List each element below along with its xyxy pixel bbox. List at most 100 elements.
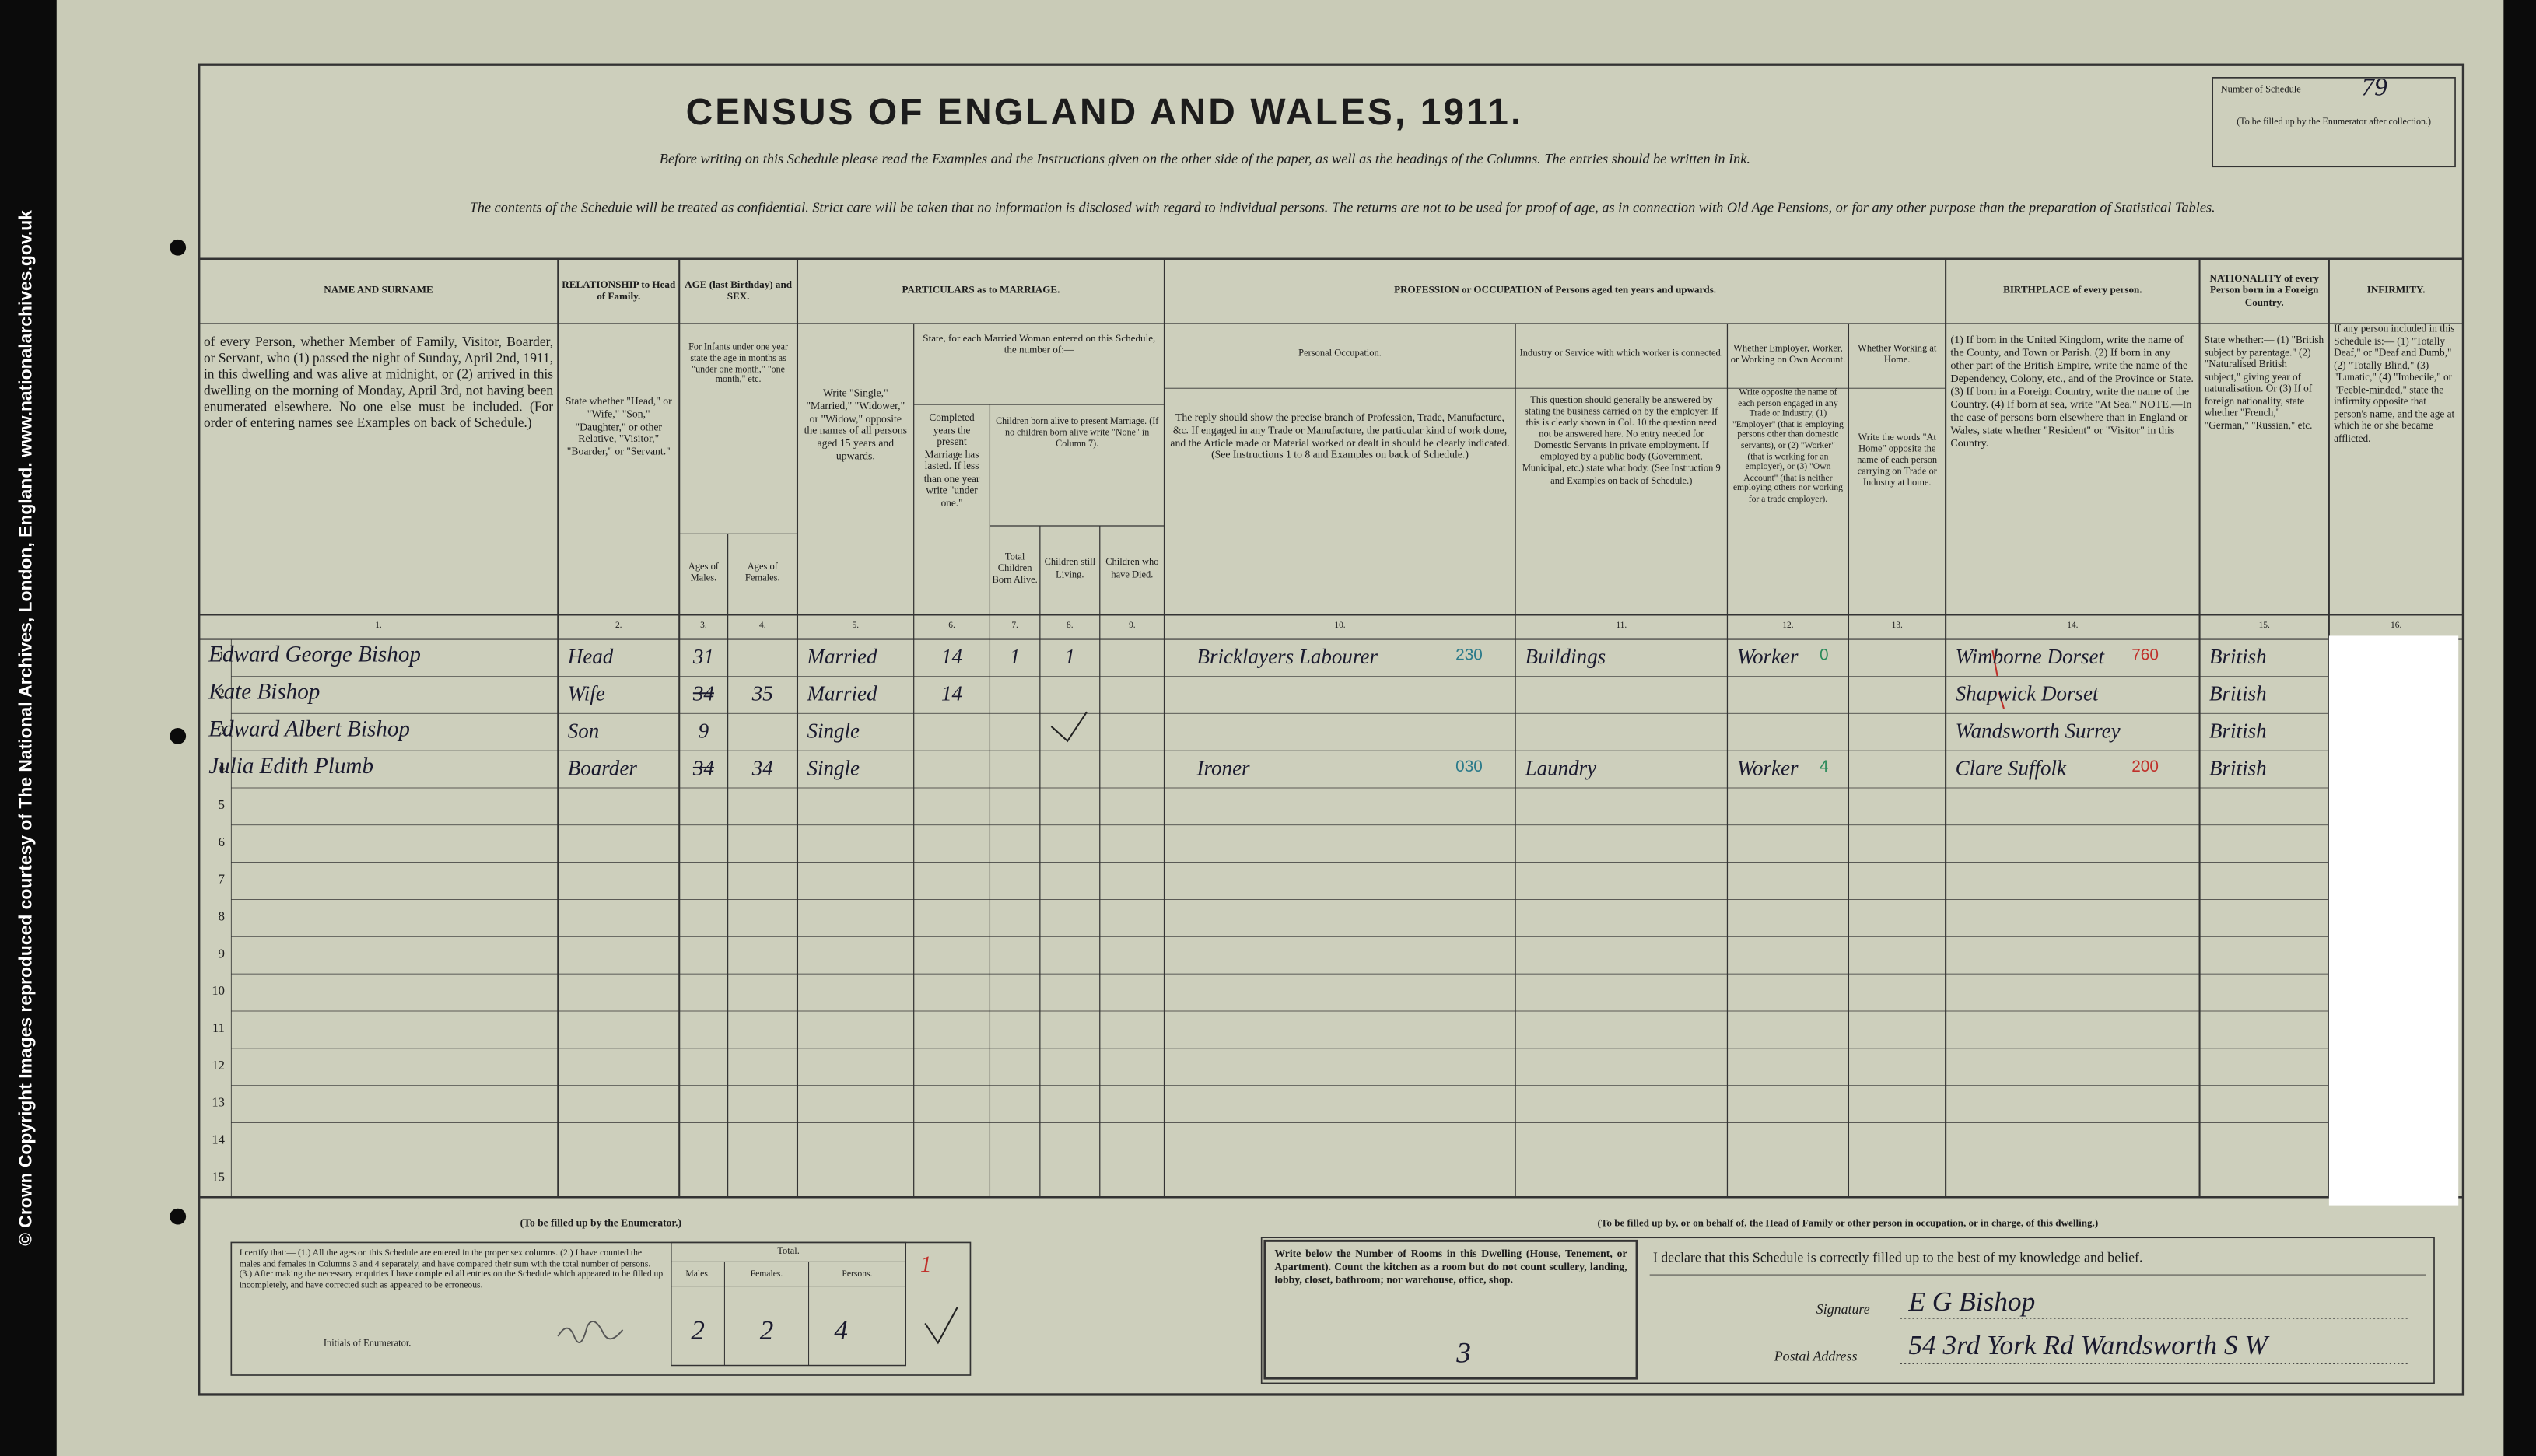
row-number: 5 bbox=[218, 797, 225, 813]
cell-children-living: 1 bbox=[1064, 643, 1076, 669]
column-number: 2. bbox=[615, 621, 622, 632]
males-label: Males. bbox=[685, 1269, 710, 1280]
persons-label: Persons. bbox=[842, 1269, 873, 1280]
column-number: 16. bbox=[2391, 621, 2402, 632]
column-heading: BIRTHPLACE of every person. bbox=[2003, 285, 2142, 297]
cell-marital-status: Married bbox=[807, 681, 877, 705]
cell-birthplace: Shapwick Dorset bbox=[1955, 681, 2099, 705]
column-heading: RELATIONSHIP to Head of Family. bbox=[562, 278, 676, 303]
row-number: 4 bbox=[218, 760, 225, 775]
column-description: (1) If born in the United Kingdom, write… bbox=[1950, 334, 2194, 450]
column-heading: Personal Occupation. bbox=[1298, 350, 1382, 360]
row-number: 15 bbox=[212, 1169, 225, 1185]
form-border bbox=[198, 63, 2465, 1396]
row-number: 8 bbox=[218, 908, 225, 924]
column-description: If any person included in this Schedule … bbox=[2334, 324, 2455, 445]
check-mark bbox=[924, 1307, 958, 1345]
age-heading: AGE (last Birthday) and SEX. bbox=[685, 278, 793, 303]
females-total: 2 bbox=[759, 1315, 774, 1346]
cell-name: Edward George Bishop bbox=[208, 643, 421, 669]
signature-label: Signature bbox=[1816, 1300, 1870, 1318]
females-label: Females. bbox=[750, 1269, 783, 1280]
cell-birthplace: Wandsworth Surrey bbox=[1955, 718, 2121, 743]
cell-marital-status: Married bbox=[807, 643, 877, 669]
row-number: 13 bbox=[212, 1095, 225, 1110]
instruction: Before writing on this Schedule please r… bbox=[659, 150, 1750, 167]
column-heading: NAME AND SURNAME bbox=[324, 285, 433, 297]
rooms-instruction: Write below the Number of Rooms in this … bbox=[1274, 1248, 1627, 1286]
instruction: The contents of the Schedule will be tre… bbox=[469, 198, 2215, 215]
children-heading: Children born alive to present Marriage.… bbox=[996, 417, 1159, 450]
address-label: Postal Address bbox=[1774, 1347, 1858, 1364]
column-heading: Industry or Service with which worker is… bbox=[1519, 350, 1723, 360]
total-label: Total. bbox=[777, 1247, 800, 1258]
cell-marital-status: Single bbox=[807, 718, 860, 743]
column-description: Write the words "At Home" opposite the n… bbox=[1857, 433, 1938, 489]
row-number: 7 bbox=[218, 872, 225, 887]
column-number: 3. bbox=[700, 621, 707, 632]
declaration: I declare that this Schedule is correctl… bbox=[1652, 1248, 2143, 1265]
redaction bbox=[2328, 635, 2459, 1206]
column-number: 13. bbox=[1891, 621, 1903, 632]
row-number: 3 bbox=[218, 723, 225, 738]
age-description: For Infants under one year state the age… bbox=[688, 342, 789, 387]
signature: E G Bishop bbox=[1908, 1286, 2036, 1318]
punch-hole bbox=[170, 1208, 187, 1225]
column-number: 11. bbox=[1616, 621, 1627, 632]
postal-address: 54 3rd York Rd Wandsworth S W bbox=[1908, 1329, 2268, 1361]
cell-employment-code: 4 bbox=[1819, 758, 1829, 777]
column-number: 12. bbox=[1782, 621, 1794, 632]
column-heading: INFIRMITY. bbox=[2366, 285, 2426, 297]
total-box bbox=[671, 1241, 907, 1367]
cell-male-age-struck: 34 bbox=[692, 681, 714, 705]
scan-edge bbox=[2503, 0, 2536, 1456]
schedule-label: Number of Schedule bbox=[2220, 86, 2301, 96]
cell-industry: Buildings bbox=[1525, 643, 1606, 669]
cell-occupation-code: 030 bbox=[1455, 758, 1483, 777]
column-number: 5. bbox=[852, 621, 860, 632]
punch-hole bbox=[170, 727, 187, 744]
certify-text: I certify that:— (1.) All the ages on th… bbox=[239, 1248, 664, 1291]
column-description: of every Person, whether Member of Famil… bbox=[203, 334, 554, 430]
cell-relationship: Head bbox=[567, 643, 614, 669]
enumerator-box bbox=[230, 1241, 972, 1376]
row-number: 2 bbox=[218, 685, 225, 701]
cell-nationality: British bbox=[2209, 718, 2267, 743]
column-heading: Whether Working at Home. bbox=[1858, 344, 1937, 366]
cell-years-married: 14 bbox=[941, 681, 963, 705]
cell-male-age: 31 bbox=[692, 643, 714, 669]
cell-marital-status: Single bbox=[807, 755, 860, 780]
enumerator-initials bbox=[557, 1321, 624, 1344]
red-annotation bbox=[1991, 649, 2005, 709]
column-heading: Ages of Females. bbox=[744, 562, 780, 584]
row-number: 12 bbox=[212, 1058, 225, 1073]
row-number: 6 bbox=[218, 835, 225, 849]
punch-hole bbox=[170, 239, 187, 256]
column-number: 7. bbox=[1011, 621, 1018, 632]
cell-occupation: Bricklayers Labourer bbox=[1196, 643, 1378, 669]
persons-total: 4 bbox=[834, 1315, 848, 1346]
cell-industry: Laundry bbox=[1525, 755, 1597, 780]
cell-relationship: Boarder bbox=[567, 755, 637, 780]
column-description: State whether "Head," or "Wife," "Son," … bbox=[565, 396, 672, 458]
occupier-box bbox=[1260, 1237, 2435, 1384]
cell-employment-code: 0 bbox=[1819, 647, 1829, 665]
column-heading: Whether Employer, Worker, or Working on … bbox=[1730, 344, 1846, 366]
column-number: 9. bbox=[1129, 621, 1136, 632]
column-heading: Children still Living. bbox=[1044, 558, 1096, 580]
marriage-heading: PARTICULARS as to MARRIAGE. bbox=[902, 285, 1060, 297]
check-mark bbox=[1050, 711, 1088, 743]
column-number: 15. bbox=[2258, 621, 2270, 632]
column-description: The reply should show the precise branch… bbox=[1170, 412, 1510, 462]
column-heading: Total Children Born Alive. bbox=[992, 553, 1038, 586]
column-heading: Children who have Died. bbox=[1105, 558, 1159, 580]
cell-years-married: 14 bbox=[941, 643, 963, 669]
rooms-count: 3 bbox=[1456, 1336, 1471, 1369]
column-description: This question should generally be answer… bbox=[1522, 396, 1721, 487]
enumerator-heading: (To be filled up by the Enumerator.) bbox=[520, 1218, 682, 1230]
row-number: 1 bbox=[218, 649, 225, 663]
cell-children-born: 1 bbox=[1009, 643, 1021, 669]
cell-relationship: Son bbox=[567, 718, 600, 743]
schedule-note: (To be filled up by the Enumerator after… bbox=[2237, 117, 2432, 128]
